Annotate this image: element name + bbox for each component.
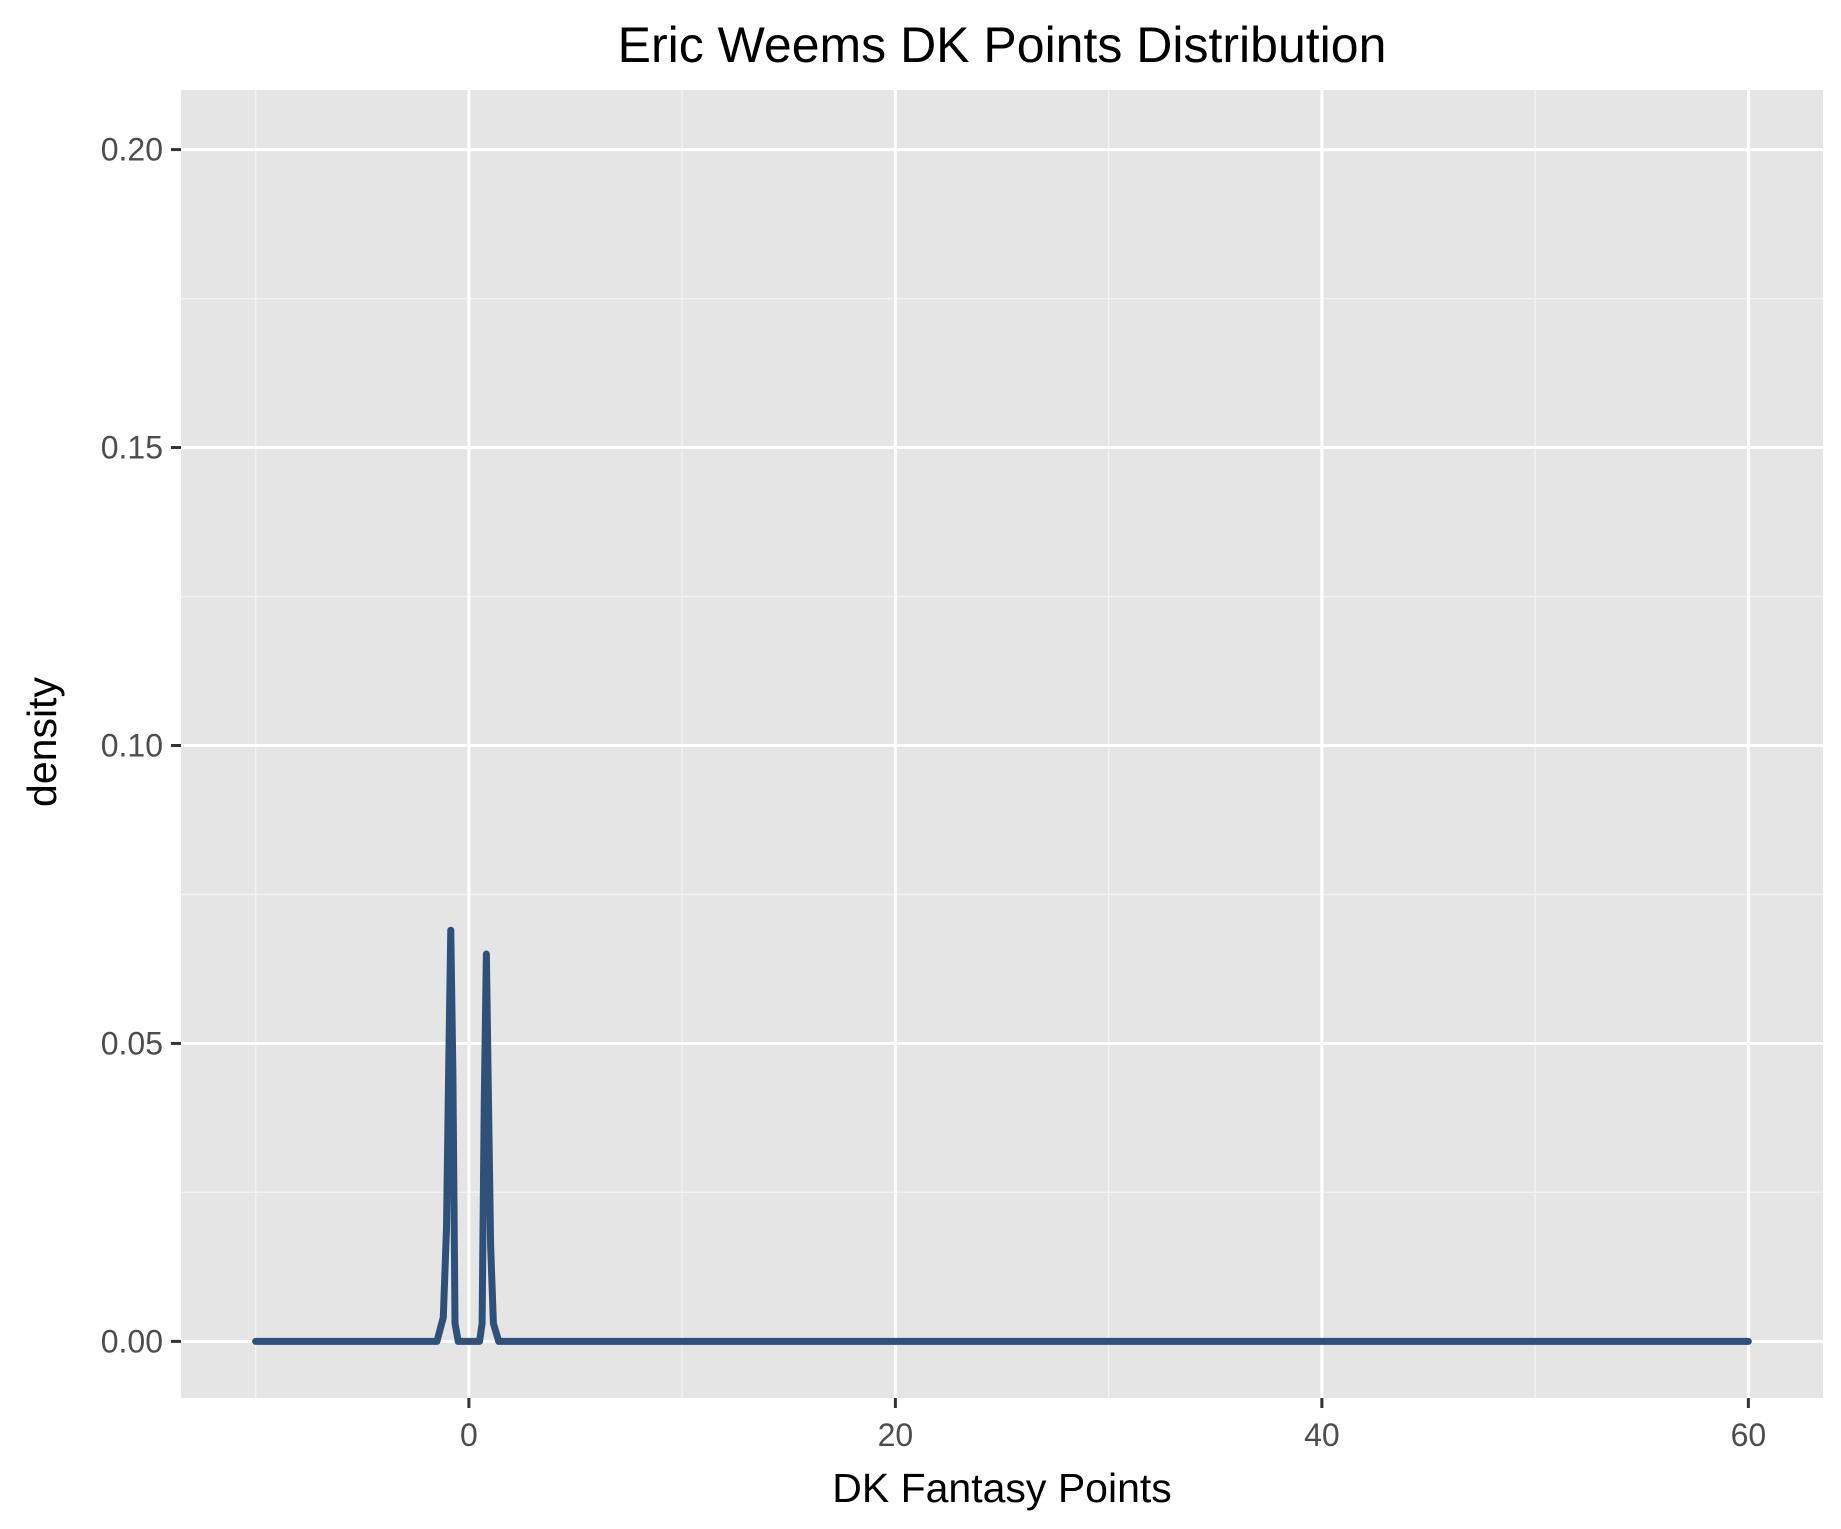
density-line — [252, 926, 1752, 1345]
x-tick-label: 60 — [1731, 1417, 1767, 1453]
y-tick-label: 0.00 — [101, 1323, 163, 1359]
x-axis-title: DK Fantasy Points — [832, 1465, 1172, 1511]
x-tick-label: 0 — [460, 1417, 478, 1453]
series-layer — [252, 926, 1752, 1345]
axis-ticks — [171, 148, 1750, 1408]
y-axis-title: density — [19, 677, 65, 807]
chart-title: Eric Weems DK Points Distribution — [618, 17, 1387, 73]
x-tick-label: 20 — [878, 1417, 914, 1453]
x-tick-label: 40 — [1304, 1417, 1340, 1453]
y-tick-label: 0.10 — [101, 727, 163, 763]
y-tick-label: 0.20 — [101, 132, 163, 168]
y-tick-label: 0.05 — [101, 1025, 163, 1061]
major-gridlines — [181, 90, 1823, 1398]
tick-labels: 0 20 40 60 0.00 0.05 0.10 0.15 0.20 — [101, 132, 1766, 1453]
y-tick-label: 0.15 — [101, 430, 163, 466]
